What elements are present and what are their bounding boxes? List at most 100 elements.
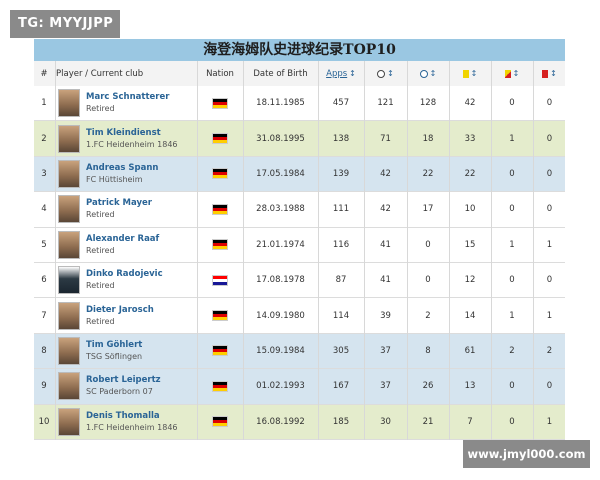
assists-cell: 21 [422, 416, 434, 427]
yellow-cards-cell: 10 [464, 204, 476, 215]
yellow-red-cards-cell: 0 [509, 416, 515, 427]
red-cards-cell: 0 [546, 98, 553, 109]
germany-flag-icon [212, 97, 228, 109]
rank-cell: 6 [41, 275, 47, 286]
column-divider [243, 61, 244, 440]
germany-flag-icon [212, 168, 228, 180]
dob-cell: 28.03.1988 [256, 204, 305, 215]
player-cell: Alexander Raaf Retired [56, 228, 196, 262]
player-name-link[interactable]: Tim Göhlert [86, 339, 143, 350]
player-club: Retired [86, 210, 115, 220]
rank-cell: 10 [38, 416, 50, 427]
player-avatar[interactable] [58, 89, 80, 118]
header-dob: Date of Birth [253, 68, 308, 79]
header-player-label: Player / Current club [56, 68, 144, 79]
assists-cell: 22 [422, 168, 434, 179]
sort-icon[interactable]: ↕ [550, 69, 557, 78]
nation-cell [198, 157, 242, 191]
germany-flag-icon [212, 416, 228, 428]
column-divider [533, 61, 534, 440]
column-divider [407, 61, 408, 440]
apps-cell: 457 [332, 98, 350, 109]
yellow-red-cards-cell: 0 [509, 168, 515, 179]
player-name-link[interactable]: Robert Leipertz [86, 375, 161, 386]
player-name-link[interactable]: Alexander Raaf [86, 233, 160, 244]
assists-cell: 0 [425, 275, 431, 286]
watermark-top: TG: MYYJJPP [10, 10, 120, 38]
dob-cell: 17.08.1978 [256, 275, 305, 286]
nation-cell [198, 405, 242, 439]
player-name-link[interactable]: Dinko Radojevic [86, 269, 163, 280]
player-club: FC Hüttisheim [86, 174, 143, 184]
player-cell: Robert Leipertz SC Paderborn 07 [56, 369, 196, 403]
player-club: SC Paderborn 07 [86, 387, 153, 397]
apps-cell: 116 [332, 239, 350, 250]
yellow-cards-cell: 12 [464, 275, 476, 286]
apps-sort-link[interactable]: Apps [326, 68, 348, 79]
rank-cell: 1 [41, 98, 47, 109]
header-goals[interactable]: ↕ [365, 61, 406, 86]
column-divider [449, 61, 450, 440]
header-rank: # [40, 68, 48, 79]
player-club: TSG Söflingen [86, 351, 143, 361]
assists-cell: 17 [422, 204, 434, 215]
table-row: 8 Tim Göhlert TSG Söflingen 15.09.1984 305 37… [34, 333, 565, 370]
rank-cell: 7 [41, 310, 47, 321]
yellow-red-cards-cell: 0 [509, 275, 515, 286]
player-avatar[interactable] [58, 372, 80, 401]
player-club: Retired [86, 245, 115, 255]
yellow-card-icon [462, 69, 469, 78]
table-row: 1 Marc Schnatterer Retired 18.11.1985 457 121… [34, 86, 565, 122]
player-club: Retired [86, 104, 115, 114]
assist-ball-icon [419, 69, 428, 78]
red-cards-cell: 0 [546, 133, 553, 144]
player-avatar[interactable] [58, 230, 80, 259]
player-avatar[interactable] [58, 266, 80, 295]
sort-icon[interactable]: ↕ [387, 69, 394, 78]
goals-cell: 42 [380, 168, 391, 179]
goals-cell: 71 [380, 133, 391, 144]
player-name-link[interactable]: Dieter Jarosch [86, 304, 154, 315]
yellow-cards-cell: 13 [464, 381, 476, 392]
apps-cell: 114 [332, 310, 350, 321]
player-name-link[interactable]: Tim Kleindienst [86, 127, 161, 138]
table-row: 6 Dinko Radojevic Retired 17.08.1978 87 41 0 12… [34, 263, 565, 299]
player-club: 1.FC Heidenheim 1846 [86, 422, 178, 432]
assists-cell: 0 [425, 239, 431, 250]
header-red[interactable]: ↕ [534, 61, 565, 86]
player-avatar[interactable] [58, 407, 80, 436]
apps-cell: 305 [332, 345, 350, 356]
header-apps[interactable]: Apps ↕ [319, 61, 363, 86]
header-assists[interactable]: ↕ [408, 61, 448, 86]
player-avatar[interactable] [58, 159, 80, 188]
player-name-link[interactable]: Denis Thomalla [86, 410, 160, 421]
yellow-cards-cell: 14 [464, 310, 476, 321]
red-cards-cell: 0 [546, 204, 553, 215]
player-avatar[interactable] [58, 195, 80, 224]
player-avatar[interactable] [58, 124, 80, 153]
player-name-link[interactable]: Patrick Mayer [86, 198, 152, 209]
player-name-link[interactable]: Marc Schnatterer [86, 92, 170, 103]
sort-icon[interactable]: ↕ [512, 69, 520, 78]
yellow-red-cards-cell: 1 [509, 239, 515, 250]
assists-cell: 8 [425, 345, 431, 356]
sort-icon[interactable]: ↕ [429, 69, 437, 78]
assists-cell: 18 [422, 133, 434, 144]
header-yellow-red[interactable]: ↕ [492, 61, 532, 86]
player-avatar[interactable] [58, 301, 80, 330]
nation-cell [198, 121, 242, 155]
player-club: 1.FC Heidenheim 1846 [86, 139, 178, 149]
sort-icon[interactable]: ↕ [470, 69, 478, 78]
yellow-cards-cell: 15 [464, 239, 476, 250]
yellow-red-card-icon [504, 69, 511, 78]
player-avatar[interactable] [58, 336, 80, 365]
header-yellow[interactable]: ↕ [450, 61, 490, 86]
player-name-link[interactable]: Andreas Spann [86, 162, 159, 173]
table-row: 9 Robert Leipertz SC Paderborn 07 01.02.199… [34, 369, 565, 405]
player-cell: Andreas Spann FC Hüttisheim [56, 157, 196, 191]
nation-cell [198, 86, 242, 120]
yellow-cards-cell: 7 [467, 416, 473, 427]
sort-icon[interactable]: ↕ [349, 69, 356, 78]
red-cards-cell: 1 [546, 239, 553, 250]
player-cell: Tim Kleindienst 1.FC Heidenheim 1846 [56, 121, 196, 155]
